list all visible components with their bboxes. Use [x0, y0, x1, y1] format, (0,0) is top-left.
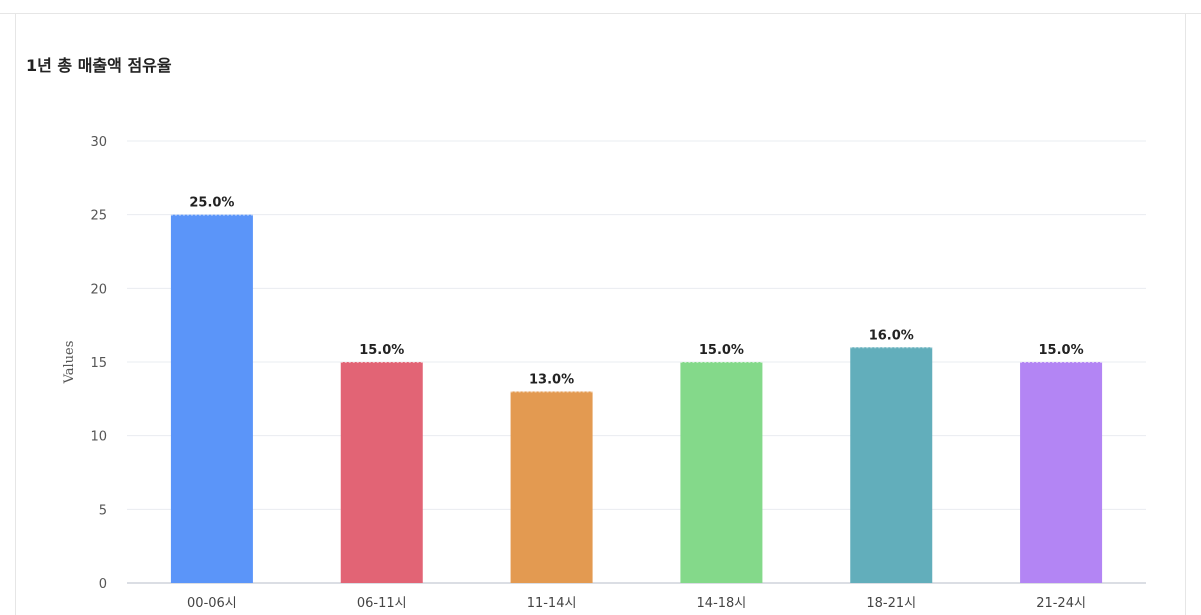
- y-tick-label: 0: [99, 577, 107, 592]
- bar-14-18시[interactable]: [680, 362, 763, 583]
- x-tick-label: 11-14시: [527, 596, 577, 611]
- data-label: 15.0%: [699, 343, 744, 358]
- x-tick-label: 14-18시: [697, 596, 747, 611]
- grid-lines: [127, 140, 1146, 584]
- data-label: 15.0%: [1039, 343, 1084, 358]
- chart-title: 1년 총 매출액 점유율: [26, 56, 172, 75]
- data-label: 13.0%: [529, 372, 574, 387]
- bars: [170, 214, 1103, 583]
- x-axis-ticks: 00-06시 06-11시 11-14시 14-18시 18-21시 21-24시: [187, 596, 1086, 611]
- top-border: [0, 13, 1201, 14]
- y-tick-label: 10: [90, 430, 107, 445]
- data-label: 25.0%: [189, 196, 234, 211]
- x-tick-label: 18-21시: [866, 596, 916, 611]
- y-tick-label: 30: [90, 135, 107, 150]
- y-tick-label: 5: [99, 503, 107, 518]
- bar-11-14시[interactable]: [510, 391, 593, 583]
- bar-21-24시[interactable]: [1020, 362, 1103, 583]
- bar-18-21시[interactable]: [850, 347, 933, 583]
- x-tick-label: 21-24시: [1036, 596, 1086, 611]
- bar-00-06시[interactable]: [170, 214, 253, 583]
- y-axis-title: Values: [62, 341, 77, 385]
- data-label: 16.0%: [869, 328, 914, 343]
- bar-06-11시[interactable]: [340, 362, 423, 583]
- y-axis-ticks: 0 5 10 15 20 25 30: [90, 135, 107, 592]
- y-tick-label: 15: [90, 356, 107, 371]
- data-labels: 25.0% 15.0% 13.0% 15.0% 16.0% 15.0%: [189, 196, 1083, 388]
- data-label: 15.0%: [359, 343, 404, 358]
- x-tick-label: 06-11시: [357, 596, 407, 611]
- y-tick-label: 25: [90, 209, 107, 224]
- y-tick-label: 20: [90, 282, 107, 297]
- x-tick-label: 00-06시: [187, 596, 237, 611]
